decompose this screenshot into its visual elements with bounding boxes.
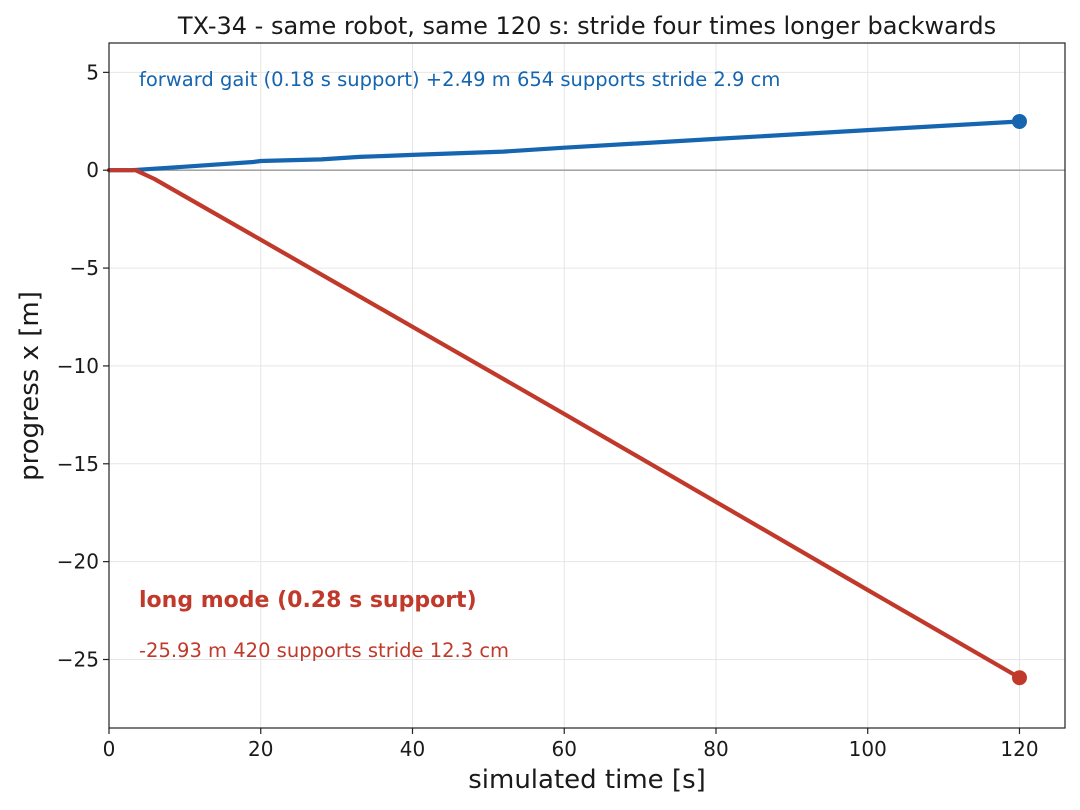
x-tick-label: 100 xyxy=(849,737,887,761)
series-end-point-0 xyxy=(1011,113,1027,129)
y-axis-label: progress x [m] xyxy=(15,291,45,481)
x-tick-label: 60 xyxy=(552,737,577,761)
grid xyxy=(108,43,1065,728)
x-tick-label: 20 xyxy=(248,737,273,761)
x-tick-label: 120 xyxy=(1000,737,1038,761)
y-tick-label: −20 xyxy=(57,550,99,574)
y-tick-label: −5 xyxy=(70,256,99,280)
series-line-1 xyxy=(106,168,1022,680)
annotation-long-stats: -25.93 m 420 supports stride 12.3 cm xyxy=(139,639,509,662)
y-tick-label: 0 xyxy=(86,158,99,182)
y-axis-ticks: 5 0 −5 −10 −15 −20 −25 xyxy=(57,60,109,672)
x-axis-label: simulated time [s] xyxy=(468,765,706,795)
series-end-point-1 xyxy=(1011,670,1027,686)
annotation-forward: forward gait (0.18 s support) +2.49 m 65… xyxy=(139,68,780,91)
annotation-long-title: long mode (0.28 s support) xyxy=(139,588,477,613)
x-tick-label: 80 xyxy=(703,737,728,761)
series-line-0 xyxy=(106,119,1022,173)
y-tick-label: −10 xyxy=(57,354,99,378)
y-tick-label: −15 xyxy=(57,452,99,476)
chart-title: TX-34 - same robot, same 120 s: stride f… xyxy=(177,12,996,40)
y-tick-label: 5 xyxy=(86,60,99,84)
x-tick-label: 40 xyxy=(400,737,425,761)
x-tick-label: 0 xyxy=(103,737,116,761)
series-layer xyxy=(106,113,1027,686)
x-axis-ticks: 0 20 40 60 80 100 120 xyxy=(103,728,1039,761)
y-tick-label: −25 xyxy=(57,648,99,672)
plot-frame xyxy=(108,42,1066,729)
